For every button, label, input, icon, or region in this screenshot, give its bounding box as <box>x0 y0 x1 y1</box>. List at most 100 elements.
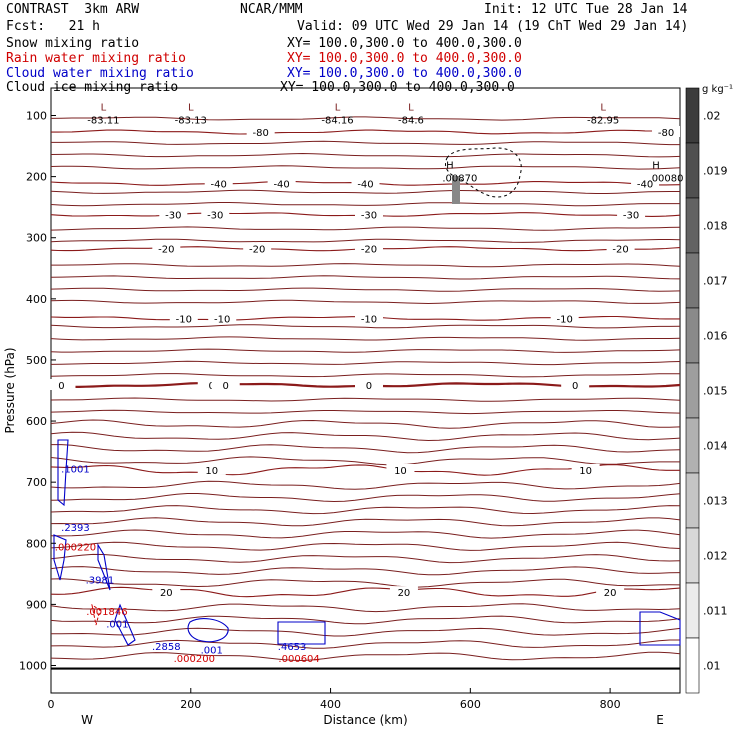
temperature-contour <box>51 444 681 454</box>
colorbar-segment <box>685 472 700 529</box>
temperature-contour <box>50 639 680 649</box>
colorbar-segment <box>685 362 700 419</box>
colorbar-unit: g kg⁻¹ <box>702 84 733 95</box>
y-tick-label: 500 <box>26 354 47 367</box>
temperature-contour <box>50 238 681 243</box>
colorbar-segment <box>685 307 700 364</box>
isotherm-label-bg <box>246 126 275 137</box>
isotherm-label-bg <box>152 586 181 598</box>
field-snow: Snow mixing ratio <box>6 36 140 51</box>
temperature-contour <box>50 651 681 662</box>
isotherm-label-bg <box>550 312 579 324</box>
isotherm-label-bg <box>47 379 76 390</box>
y-tick-label: 300 <box>26 232 47 245</box>
rain-label: .000200 <box>174 654 215 665</box>
cloud-water-label: .001 <box>106 620 128 631</box>
isotherm-label: 20 <box>604 588 617 599</box>
isotherm-label: -40 <box>211 179 227 190</box>
low-marker: L <box>600 102 606 113</box>
minimum-label: -83.11 <box>87 115 119 126</box>
temperature-contour <box>50 336 681 341</box>
x-tick-label: 200 <box>180 698 201 711</box>
isotherm-label-bg <box>351 177 380 189</box>
colorbar-tick-label: .016 <box>703 330 728 343</box>
temperature-contour <box>50 419 681 429</box>
y-tick-label: 400 <box>26 293 47 306</box>
isotherm-label-bg <box>354 242 383 254</box>
colorbar-segment <box>685 417 700 474</box>
isotherm-label-bg <box>596 586 625 598</box>
isotherm-label-bg <box>208 312 237 324</box>
colorbar-tick-label: .012 <box>703 550 728 563</box>
isotherm-label: -10 <box>361 314 377 325</box>
cloud-water-contour <box>277 621 326 645</box>
colorbar-tick-label: .02 <box>703 110 721 123</box>
cloud-ice-region <box>445 147 522 198</box>
isotherm-label: -10 <box>214 314 230 325</box>
isotherm-label-bg <box>201 208 230 220</box>
isotherm-label: -20 <box>612 245 628 256</box>
snow-shading <box>452 176 460 204</box>
y-tick-label: 600 <box>26 415 47 428</box>
isotherm-label-bg <box>243 242 272 254</box>
temperature-contour <box>50 480 681 490</box>
isotherm-label: -20 <box>158 245 174 256</box>
isotherm-label-bg <box>571 463 600 475</box>
valid-time: Valid: 09 UTC Wed 29 Jan 14 (19 ChT Wed … <box>297 19 689 34</box>
rain-label: .000604 <box>278 654 319 665</box>
cloud-water-contour <box>57 439 69 507</box>
y-tick-label: 200 <box>26 171 47 184</box>
init-time: Init: 12 UTC Tue 28 Jan 14 <box>484 2 688 17</box>
colorbar-segment <box>685 197 700 254</box>
model-title: CONTRAST 3km ARW <box>6 2 140 17</box>
isotherm-label: -30 <box>207 211 223 222</box>
temperature-contour <box>50 226 681 231</box>
low-marker: L <box>188 102 194 113</box>
plot-frame <box>50 87 681 694</box>
cloud-water-label: .2393 <box>61 523 90 534</box>
temperature-contour <box>50 275 681 280</box>
field-cloud-water: Cloud water mixing ratio <box>6 66 194 81</box>
temperature-contour <box>50 615 681 625</box>
temperature-contour <box>50 541 681 551</box>
isotherm-label-bg <box>631 177 660 189</box>
temperature-contour <box>50 299 681 305</box>
isotherm-label: -10 <box>176 314 192 325</box>
isotherm-label: 0 <box>572 381 578 392</box>
temperature-contour <box>50 116 681 121</box>
x-axis-label: Distance (km) <box>323 713 407 727</box>
cloud-water-contour <box>639 611 681 646</box>
temperature-contour <box>51 140 680 146</box>
isotherm-label-bg <box>197 463 226 475</box>
isotherm-label-bg <box>169 312 198 324</box>
isotherm-label: 10 <box>205 466 218 477</box>
temperature-contour <box>50 603 681 613</box>
west-label: W <box>81 713 93 727</box>
isotherm-label: 20 <box>398 588 411 599</box>
colorbar-segment <box>685 87 700 144</box>
temperature-contour <box>50 373 681 378</box>
high-marker: H <box>446 161 454 172</box>
temperature-contour <box>50 152 681 158</box>
temperature-contour <box>50 505 681 515</box>
isotherm-label: 0 <box>366 381 372 392</box>
isotherm-label-bg <box>386 463 415 475</box>
x-tick-label: 0 <box>48 698 55 711</box>
colorbar-segment <box>685 637 700 694</box>
y-tick-label: 100 <box>26 110 47 123</box>
colorbar-tick-label: .015 <box>703 385 728 398</box>
temperature-contour <box>50 627 681 637</box>
colorbar-tick-label: .01 <box>703 660 721 673</box>
isotherm-label: -40 <box>357 179 373 190</box>
isotherm-label: -20 <box>249 245 265 256</box>
org-label: NCAR/MMM <box>240 2 303 17</box>
cloud-water-label: .3981 <box>86 576 115 587</box>
colorbar-segment <box>685 252 700 309</box>
temperature-contour <box>50 456 680 466</box>
minimum-label: -84.16 <box>321 115 353 126</box>
low-marker: L <box>101 102 107 113</box>
low-marker: L <box>408 102 414 113</box>
isotherm-label-bg <box>354 312 383 324</box>
isotherm-label-bg <box>354 379 383 390</box>
